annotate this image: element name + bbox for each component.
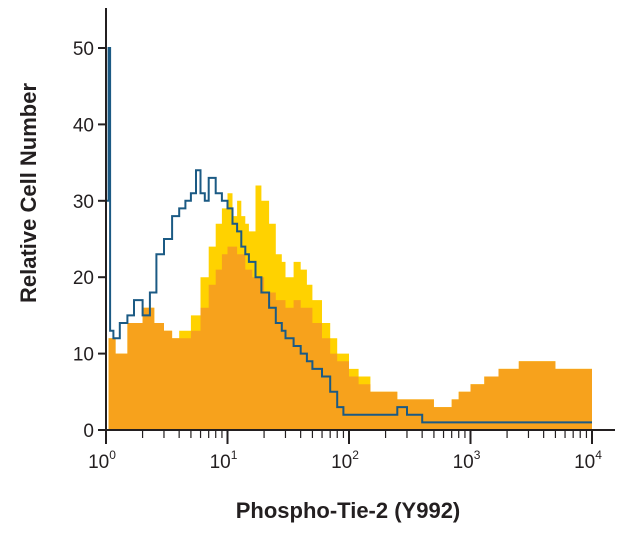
- y-tick-label: 40: [73, 115, 94, 136]
- x-tick-label: 104: [574, 448, 602, 473]
- axes: 0 10 20 30 40 50 100 101 102 103 104: [73, 8, 615, 473]
- series-outline-blue: [106, 47, 592, 424]
- y-tick-label: 30: [73, 192, 94, 213]
- series-filled-orange: [106, 246, 592, 430]
- y-axis-title: Relative Cell Number: [16, 83, 41, 304]
- x-tick-label: 100: [88, 448, 116, 473]
- y-tick-label: 50: [73, 39, 94, 60]
- x-tick-label: 101: [210, 448, 238, 473]
- x-tick-label: 102: [331, 448, 359, 473]
- y-tick-label: 20: [73, 268, 94, 289]
- y-tick-label: 0: [83, 421, 94, 442]
- x-tick-label: 103: [453, 448, 481, 473]
- plot-area: [106, 47, 592, 430]
- x-axis-title: Phospho-Tie-2 (Y992): [236, 498, 461, 523]
- y-tick-label: 10: [73, 345, 94, 366]
